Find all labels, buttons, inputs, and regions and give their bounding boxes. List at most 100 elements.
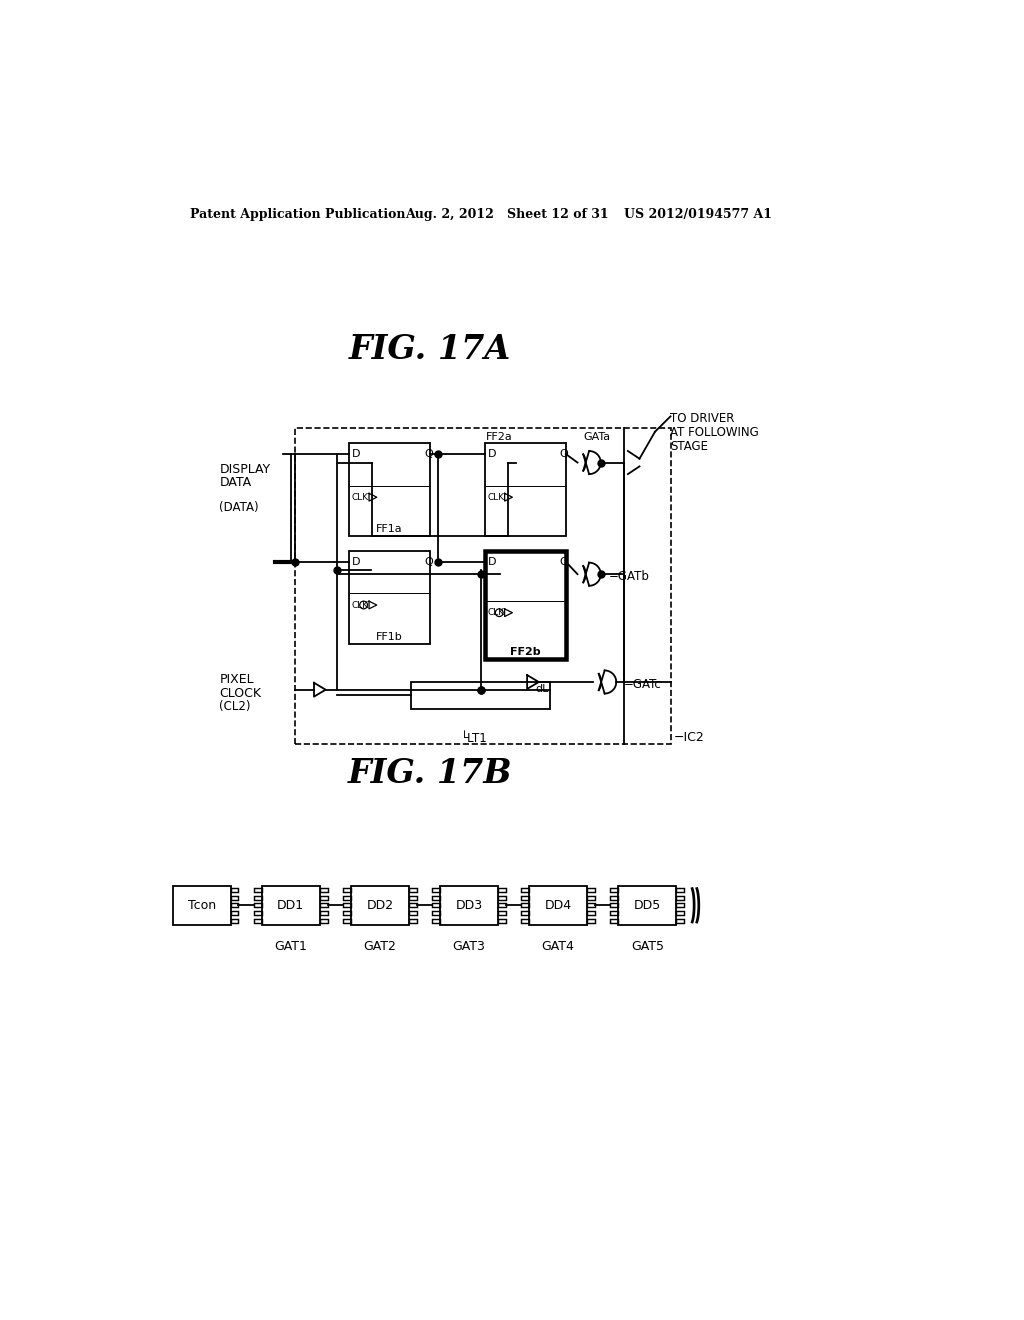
Bar bbox=[230, 911, 239, 915]
Bar bbox=[587, 911, 595, 915]
Bar bbox=[351, 886, 409, 924]
Text: AT FOLLOWING: AT FOLLOWING bbox=[671, 426, 759, 440]
Bar bbox=[319, 896, 328, 899]
Bar bbox=[498, 896, 506, 899]
Bar bbox=[587, 888, 595, 892]
Text: DISPLAY: DISPLAY bbox=[219, 462, 270, 475]
Bar bbox=[529, 886, 587, 924]
Text: CLK: CLK bbox=[487, 492, 505, 502]
Bar bbox=[587, 919, 595, 923]
Text: US 2012/0194577 A1: US 2012/0194577 A1 bbox=[624, 209, 772, 222]
Text: (CL2): (CL2) bbox=[219, 701, 251, 714]
Text: GAT2: GAT2 bbox=[364, 940, 396, 953]
Text: D: D bbox=[352, 557, 360, 566]
Text: CLK: CLK bbox=[487, 609, 505, 618]
Text: FIG. 17A: FIG. 17A bbox=[349, 334, 511, 367]
Bar bbox=[295, 428, 671, 743]
Text: DD4: DD4 bbox=[545, 899, 571, 912]
Bar bbox=[230, 919, 239, 923]
Bar bbox=[432, 888, 440, 892]
Text: STAGE: STAGE bbox=[671, 441, 709, 453]
Bar bbox=[610, 888, 618, 892]
Bar bbox=[676, 888, 684, 892]
Text: Q: Q bbox=[424, 557, 433, 566]
Text: dL: dL bbox=[536, 684, 549, 693]
Circle shape bbox=[359, 601, 368, 609]
Bar bbox=[498, 911, 506, 915]
Text: Q: Q bbox=[560, 449, 568, 459]
Text: DD1: DD1 bbox=[278, 899, 304, 912]
Bar bbox=[409, 919, 417, 923]
Text: FF2b: FF2b bbox=[510, 647, 541, 657]
Text: D: D bbox=[487, 449, 496, 459]
Bar bbox=[587, 903, 595, 907]
Bar bbox=[587, 896, 595, 899]
Bar bbox=[254, 888, 262, 892]
Bar bbox=[349, 444, 430, 536]
Bar bbox=[409, 911, 417, 915]
Bar bbox=[319, 903, 328, 907]
Text: FF1b: FF1b bbox=[376, 632, 402, 642]
Text: DD5: DD5 bbox=[634, 899, 660, 912]
Bar bbox=[521, 888, 529, 892]
Bar bbox=[230, 896, 239, 899]
Bar bbox=[484, 444, 566, 536]
Bar bbox=[409, 903, 417, 907]
Text: FF2a: FF2a bbox=[486, 432, 513, 442]
Bar bbox=[343, 919, 351, 923]
Bar bbox=[343, 888, 351, 892]
Text: DD3: DD3 bbox=[456, 899, 482, 912]
Bar bbox=[254, 911, 262, 915]
Text: GATa: GATa bbox=[584, 432, 611, 442]
Bar bbox=[319, 911, 328, 915]
Bar bbox=[409, 888, 417, 892]
Text: −IC2: −IC2 bbox=[674, 730, 705, 743]
Text: PIXEL: PIXEL bbox=[219, 673, 254, 686]
Text: CLK: CLK bbox=[352, 492, 369, 502]
Bar bbox=[319, 888, 328, 892]
Bar bbox=[432, 903, 440, 907]
Bar bbox=[676, 903, 684, 907]
Text: CLOCK: CLOCK bbox=[219, 686, 261, 700]
Text: GAT1: GAT1 bbox=[274, 940, 307, 953]
Bar bbox=[521, 911, 529, 915]
Bar bbox=[254, 919, 262, 923]
Text: (DATA): (DATA) bbox=[219, 502, 259, 513]
Bar bbox=[262, 886, 319, 924]
Bar bbox=[319, 919, 328, 923]
Bar bbox=[411, 682, 550, 709]
Bar bbox=[618, 886, 676, 924]
Bar bbox=[610, 903, 618, 907]
Bar bbox=[610, 919, 618, 923]
Text: −GATb: −GATb bbox=[608, 570, 649, 583]
Text: GAT3: GAT3 bbox=[453, 940, 485, 953]
Bar bbox=[254, 903, 262, 907]
Bar bbox=[230, 903, 239, 907]
Bar bbox=[230, 888, 239, 892]
Bar bbox=[484, 552, 566, 659]
Text: DD2: DD2 bbox=[367, 899, 393, 912]
Bar bbox=[676, 911, 684, 915]
Text: └LT1: └LT1 bbox=[461, 733, 488, 744]
Bar bbox=[521, 896, 529, 899]
Bar bbox=[440, 886, 498, 924]
Bar bbox=[676, 896, 684, 899]
Text: Patent Application Publication: Patent Application Publication bbox=[190, 209, 406, 222]
Bar bbox=[610, 911, 618, 915]
Text: DATA: DATA bbox=[219, 477, 252, 490]
Text: TO DRIVER: TO DRIVER bbox=[671, 412, 735, 425]
Text: Q: Q bbox=[424, 449, 433, 459]
Bar bbox=[343, 903, 351, 907]
Text: D: D bbox=[352, 449, 360, 459]
Text: FIG. 17B: FIG. 17B bbox=[348, 756, 513, 789]
Bar bbox=[498, 903, 506, 907]
Bar bbox=[343, 896, 351, 899]
Bar bbox=[254, 896, 262, 899]
Bar bbox=[676, 919, 684, 923]
Text: −GATc: −GATc bbox=[624, 677, 662, 690]
Bar bbox=[610, 896, 618, 899]
Bar bbox=[409, 896, 417, 899]
Text: Aug. 2, 2012   Sheet 12 of 31: Aug. 2, 2012 Sheet 12 of 31 bbox=[406, 209, 609, 222]
Bar bbox=[173, 886, 230, 924]
Text: D: D bbox=[487, 557, 496, 566]
